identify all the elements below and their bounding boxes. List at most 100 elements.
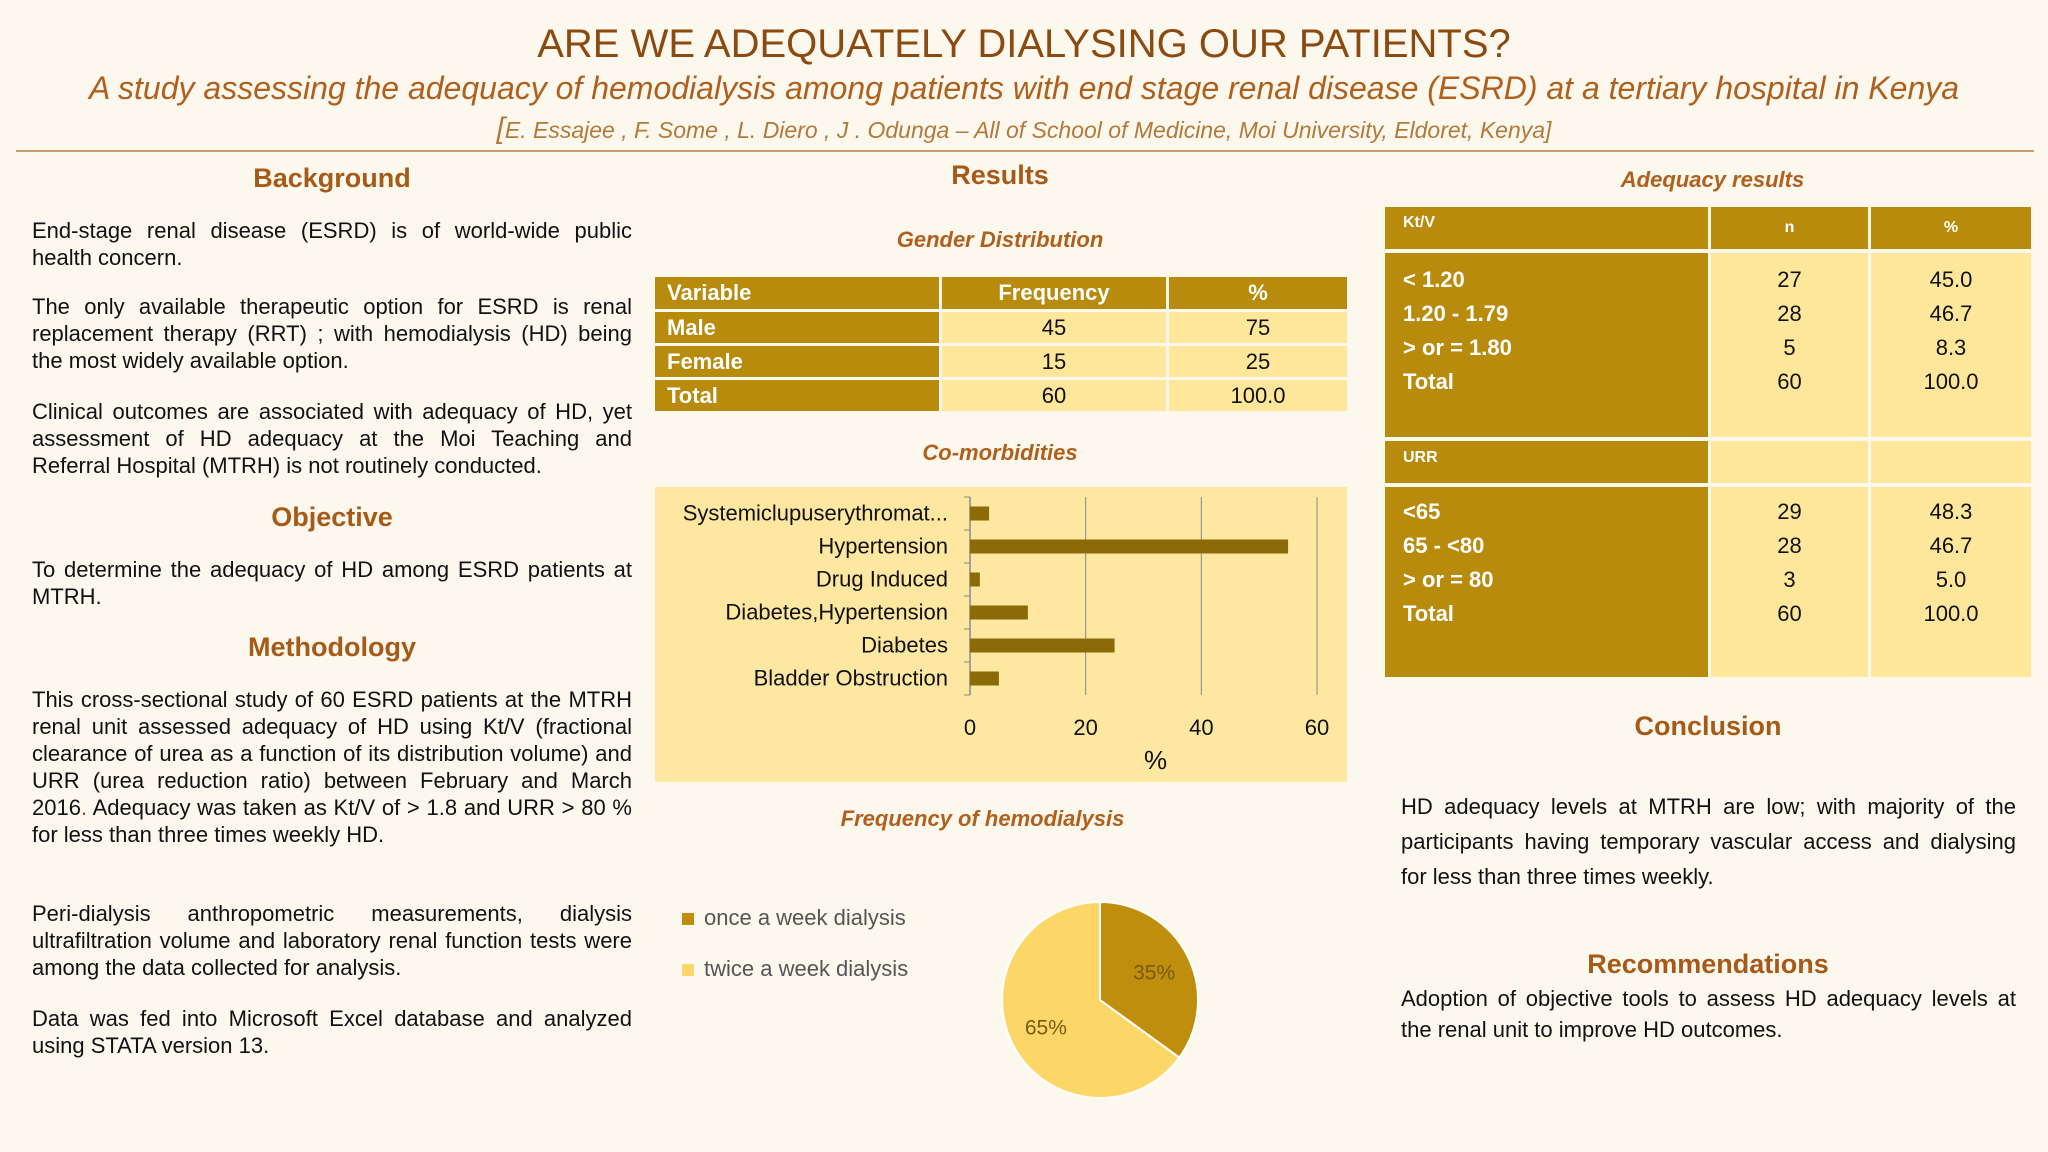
gender-header-variable: Variable xyxy=(655,277,939,309)
category-label: Bladder Obstruction xyxy=(754,666,948,691)
urr-labels: <65 65 - <80 > or = 80 Total xyxy=(1403,495,1494,631)
x-tick-label: 0 xyxy=(964,715,976,740)
ktv-row-n: 60 xyxy=(1777,369,1802,394)
gender-header-percent: % xyxy=(1169,277,1347,309)
category-label: Drug Induced xyxy=(816,567,948,592)
gender-row-percent: 100.0 xyxy=(1169,380,1347,411)
urr-row-label: 65 - <80 xyxy=(1403,533,1485,558)
gender-row-label: Male xyxy=(655,312,939,343)
x-tick-label: 40 xyxy=(1189,715,1213,740)
legend-label-twice: twice a week dialysis xyxy=(704,956,909,981)
bar xyxy=(970,605,1028,620)
ktv-row-pct: 8.3 xyxy=(1935,335,1967,360)
category-label: Diabetes,Hypertension xyxy=(725,600,948,625)
urr-row-n: 60 xyxy=(1777,601,1802,626)
authors-text: E. Essajee , F. Some , L. Diero , J . Od… xyxy=(504,117,1552,143)
table-row: Female 15 25 xyxy=(655,346,1347,377)
bar xyxy=(970,638,1115,653)
gender-row-percent: 75 xyxy=(1169,312,1347,343)
methodology-paragraph-2: Peri-dialysis anthropometric measurement… xyxy=(32,901,632,980)
background-paragraph-1: End-stage renal disease (ESRD) is of wor… xyxy=(32,218,632,270)
ktv-n-cell: 27 28 5 60 xyxy=(1711,253,1868,437)
gender-row-percent: 25 xyxy=(1169,346,1347,377)
gender-header-frequency: Frequency xyxy=(942,277,1166,309)
comorbidities-chart: 0 20 40 60 Systemiclupuserythromat... Hyperte… xyxy=(655,487,1347,782)
urr-pct-values: 48.3 46.7 5.0 100.0 xyxy=(1871,487,2031,631)
ktv-row-label: > or = 1.80 xyxy=(1403,335,1512,360)
comorbidities-title: Co-morbidities xyxy=(922,440,1078,465)
legend-item-once: once a week dialysis xyxy=(682,905,906,931)
pie-slice xyxy=(1099,900,1199,1060)
objective-heading: Objective xyxy=(271,502,393,532)
urr-labels-cell: <65 65 - <80 > or = 80 Total xyxy=(1385,487,1708,677)
urr-row-n: 28 xyxy=(1777,533,1802,558)
gender-row-label: Total xyxy=(655,380,939,411)
bar xyxy=(970,671,999,686)
background-heading: Background xyxy=(253,163,411,193)
urr-pct-cell: 48.3 46.7 5.0 100.0 xyxy=(1871,487,2031,677)
ktv-pct-values: 45.0 46.7 8.3 100.0 xyxy=(1871,253,2031,399)
urr-row-label: Total xyxy=(1403,601,1454,626)
ktv-row-label: 1.20 - 1.79 xyxy=(1403,301,1509,326)
urr-row-n: 3 xyxy=(1783,567,1796,592)
ktv-row-n: 5 xyxy=(1783,335,1796,360)
urr-label-cell: URR xyxy=(1385,441,1708,483)
adequacy-title: Adequacy results xyxy=(1620,167,1805,192)
adequacy-header-percent: % xyxy=(1871,207,2031,249)
urr-row-label: > or = 80 xyxy=(1403,567,1494,592)
pie-slice-label: 65% xyxy=(1025,1017,1067,1040)
header-divider xyxy=(16,150,2034,152)
gender-table: Variable Frequency % Male 45 75 Female 1… xyxy=(652,274,1350,414)
adequacy-header-n: n xyxy=(1711,207,1868,249)
gender-row-frequency: 15 xyxy=(942,346,1166,377)
pie-slice xyxy=(1001,900,1181,1099)
urr-n-values: 29 28 3 60 xyxy=(1711,487,1868,631)
ktv-labels: < 1.20 1.20 - 1.79 > or = 1.80 Total xyxy=(1403,263,1512,399)
legend-label-once: once a week dialysis xyxy=(704,905,906,930)
gender-row-frequency: 45 xyxy=(942,312,1166,343)
frequency-title: Frequency of hemodialysis xyxy=(840,806,1125,831)
x-axis-label: % xyxy=(1144,745,1167,775)
legend-swatch-twice xyxy=(682,964,694,977)
urr-row-pct: 100.0 xyxy=(1923,601,1979,626)
methodology-p1-part-a: This cross-sectional study of 60 ESRD pa… xyxy=(32,687,632,820)
gender-table-header: Variable Frequency % xyxy=(655,277,1347,309)
legend-swatch-once xyxy=(682,913,694,926)
ktv-row-label: Total xyxy=(1403,369,1454,394)
bar xyxy=(970,572,980,587)
x-tick-label: 20 xyxy=(1073,715,1097,740)
x-tick-label: 60 xyxy=(1305,715,1329,740)
urr-row-n: 29 xyxy=(1777,499,1802,524)
category-label: Hypertension xyxy=(818,534,948,559)
gender-distribution-title: Gender Distribution xyxy=(896,227,1104,252)
poster-subtitle: A study assessing the adequacy of hemodi… xyxy=(88,70,1960,106)
table-row: Total 60 100.0 xyxy=(655,380,1347,411)
adequacy-header-ktv-cell: Kt/V xyxy=(1385,207,1708,249)
urr-row-pct: 48.3 xyxy=(1929,499,1973,524)
recommendations-text: Adoption of objective tools to assess HD… xyxy=(1401,986,2016,1042)
methodology-paragraph-3: Data was fed into Microsoft Excel databa… xyxy=(32,1006,632,1058)
ktv-pct-cell: 45.0 46.7 8.3 100.0 xyxy=(1871,253,2031,437)
ktv-row-n: 27 xyxy=(1777,267,1802,292)
authors-line: [E. Essajee , F. Some , L. Diero , J . O… xyxy=(0,112,2048,146)
frequency-pie-chart: 35% 65% xyxy=(1001,900,1199,1099)
recommendations-heading: Recommendations xyxy=(1587,949,1829,979)
category-label: Diabetes xyxy=(861,633,948,658)
ktv-row-pct: 45.0 xyxy=(1929,267,1973,292)
results-heading: Results xyxy=(951,160,1049,190)
gender-row-label: Female xyxy=(655,346,939,377)
ktv-n-values: 27 28 5 60 xyxy=(1711,253,1868,399)
urr-empty-pct xyxy=(1871,441,2031,483)
urr-row-pct: 5.0 xyxy=(1935,567,1967,592)
methodology-p1-part-b: Adequacy was taken as Kt/V of > 1.8 and … xyxy=(32,795,632,847)
methodology-heading: Methodology xyxy=(248,632,416,662)
background-paragraph-3: Clinical outcomes are associated with ad… xyxy=(32,399,632,478)
ktv-row-pct: 100.0 xyxy=(1923,369,1979,394)
background-paragraph-2: The only available therapeutic option fo… xyxy=(32,294,632,373)
conclusion-heading: Conclusion xyxy=(1634,711,1782,741)
urr-row-label: <65 xyxy=(1403,499,1441,524)
ktv-row-n: 28 xyxy=(1777,301,1802,326)
adequacy-table: Kt/V n % < 1.20 1.20 - 1.79 > or = 1.80 … xyxy=(1385,207,2031,677)
table-row: Male 45 75 xyxy=(655,312,1347,343)
poster-title: ARE WE ADEQUATELY DIALYSING OUR PATIENTS… xyxy=(537,22,1511,66)
